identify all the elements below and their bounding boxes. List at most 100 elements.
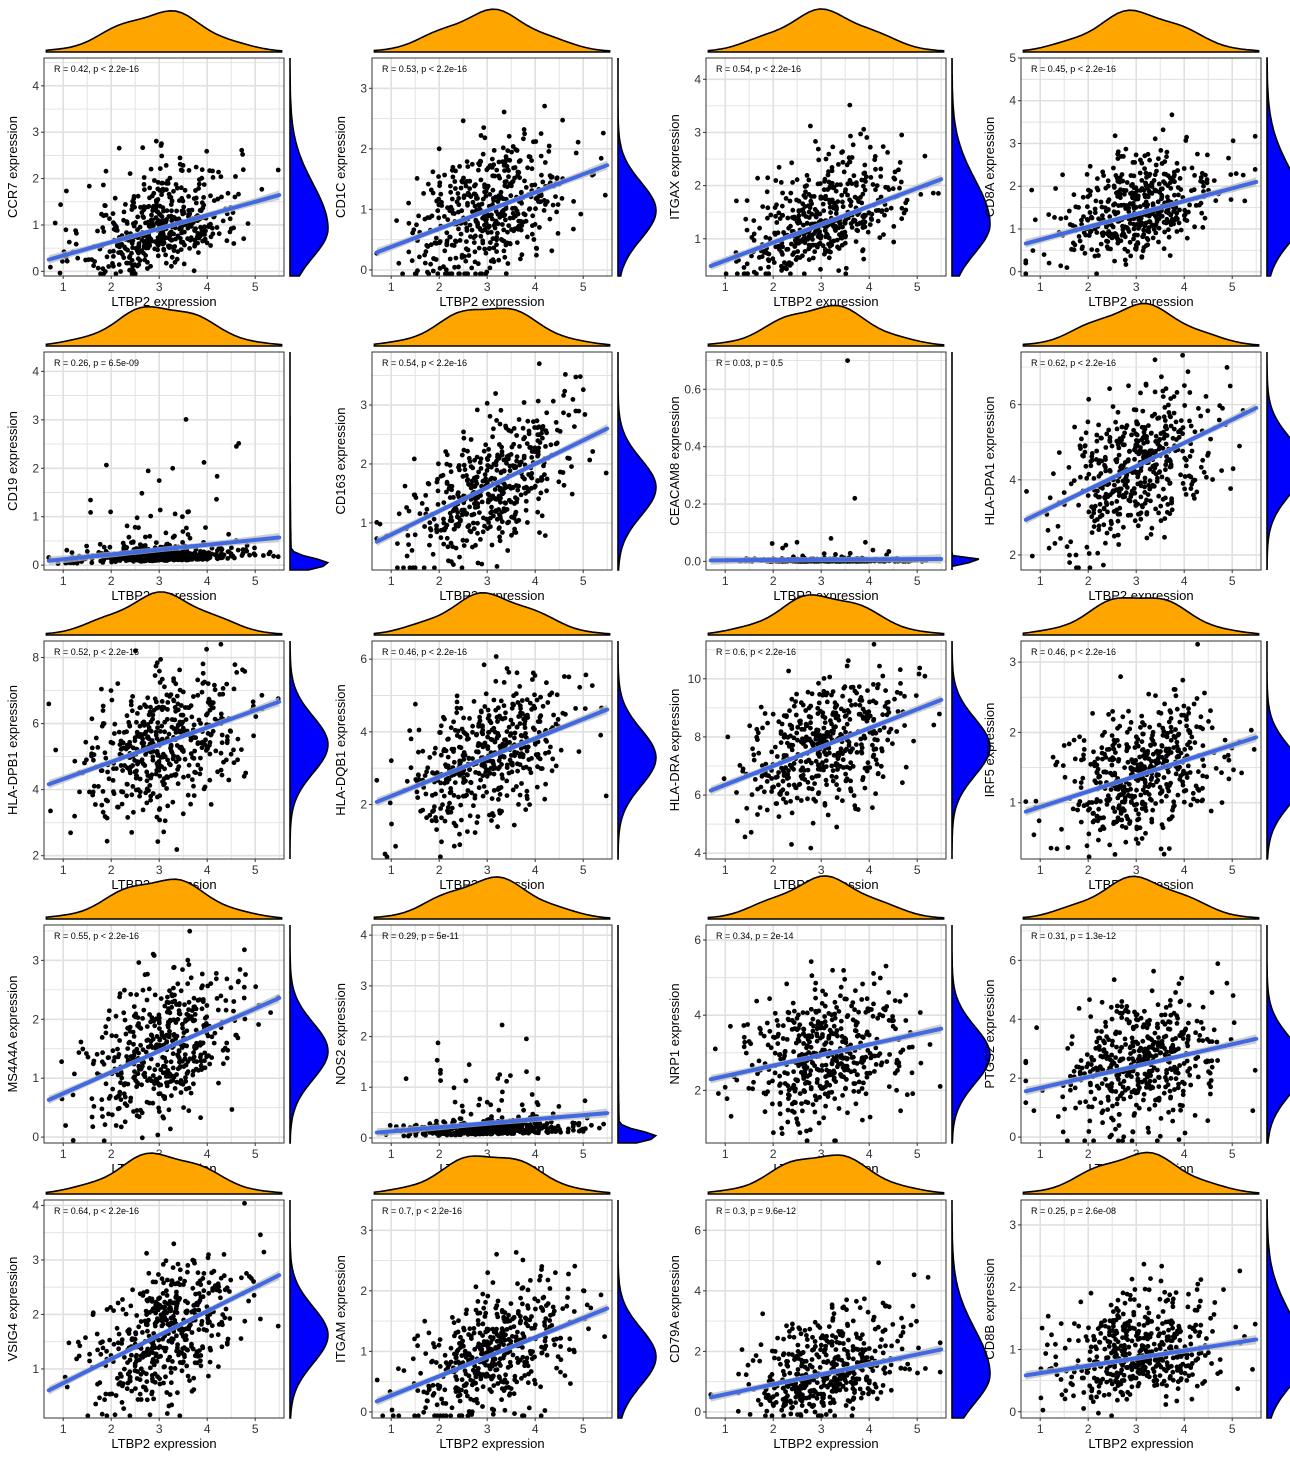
data-point <box>436 215 441 220</box>
data-point <box>252 551 257 556</box>
data-point <box>159 141 164 146</box>
x-tick-label: 3 <box>484 280 491 294</box>
data-point <box>456 271 461 276</box>
data-point <box>813 139 818 144</box>
data-point <box>1163 462 1168 467</box>
data-point <box>1164 154 1169 159</box>
data-point <box>1129 433 1134 438</box>
data-point <box>58 271 63 276</box>
data-point <box>1094 199 1099 204</box>
data-point <box>144 730 149 735</box>
data-point <box>1153 136 1158 141</box>
data-point <box>124 230 129 235</box>
data-point <box>151 791 156 796</box>
data-point <box>451 211 456 216</box>
x-tick-label: 2 <box>436 574 443 588</box>
data-point <box>191 694 196 699</box>
data-point <box>1231 138 1236 143</box>
data-point <box>208 222 213 227</box>
data-point <box>202 232 207 237</box>
data-point <box>176 781 181 786</box>
data-point <box>562 483 567 488</box>
data-point <box>198 721 203 726</box>
data-point <box>512 736 517 741</box>
data-point <box>421 191 426 196</box>
data-point <box>1053 541 1058 546</box>
data-point <box>500 222 505 227</box>
data-point <box>780 191 785 196</box>
data-point <box>177 668 182 673</box>
data-point <box>228 728 233 733</box>
data-point <box>839 193 844 198</box>
data-point <box>931 191 936 196</box>
data-point <box>175 694 180 699</box>
data-point <box>164 187 169 192</box>
x-tick-label: 5 <box>914 574 921 588</box>
data-point <box>64 548 69 553</box>
data-point <box>169 264 174 269</box>
data-point <box>822 179 827 184</box>
data-point <box>428 262 433 267</box>
data-point <box>1100 213 1105 218</box>
data-point <box>405 554 410 559</box>
data-point <box>157 669 162 674</box>
data-point <box>1196 406 1201 411</box>
data-point <box>429 188 434 193</box>
data-point <box>1154 169 1159 174</box>
data-point <box>105 770 110 775</box>
data-point <box>68 830 73 835</box>
data-point <box>1141 232 1146 237</box>
data-point <box>1152 466 1157 471</box>
data-point <box>444 267 449 272</box>
y-tick-label: 4 <box>32 364 39 378</box>
data-point <box>509 515 514 520</box>
data-point <box>866 230 871 235</box>
data-point <box>198 234 203 239</box>
data-point <box>532 425 537 430</box>
data-point <box>174 847 179 852</box>
data-point <box>241 549 246 554</box>
data-point <box>540 180 545 185</box>
data-point <box>788 199 793 204</box>
data-point <box>502 255 507 260</box>
data-point <box>503 710 508 715</box>
data-point <box>215 197 220 202</box>
y-marginal-density <box>618 58 656 276</box>
y-tick-label: 2 <box>1009 548 1016 562</box>
data-point <box>473 218 478 223</box>
data-point <box>1157 437 1162 442</box>
data-point <box>804 214 809 219</box>
data-point <box>1142 430 1147 435</box>
data-point <box>155 725 160 730</box>
data-point <box>1081 454 1086 459</box>
correlation-annotation: R = 0.54, p < 2.2e-16 <box>716 64 801 74</box>
data-point <box>1128 499 1133 504</box>
data-point <box>561 410 566 415</box>
data-point <box>813 207 818 212</box>
data-point <box>852 496 857 501</box>
data-point <box>1122 192 1127 197</box>
data-point <box>142 175 147 180</box>
data-point <box>229 226 234 231</box>
data-point <box>445 523 450 528</box>
data-point <box>1165 510 1170 515</box>
y-tick-label: 0 <box>360 263 367 277</box>
data-point <box>145 555 150 560</box>
data-point <box>220 733 225 738</box>
x-tick-label: 1 <box>60 863 67 877</box>
data-point <box>162 766 167 771</box>
data-point <box>495 517 500 522</box>
data-point <box>1192 173 1197 178</box>
data-point <box>1204 475 1209 480</box>
data-point <box>124 793 129 798</box>
data-point <box>745 261 750 266</box>
data-point <box>1128 201 1133 206</box>
x-marginal-density <box>46 307 281 346</box>
data-point <box>878 174 883 179</box>
data-point <box>1119 154 1124 159</box>
data-point <box>518 257 523 262</box>
data-point <box>120 768 125 773</box>
data-point <box>780 213 785 218</box>
data-point <box>1088 565 1093 570</box>
